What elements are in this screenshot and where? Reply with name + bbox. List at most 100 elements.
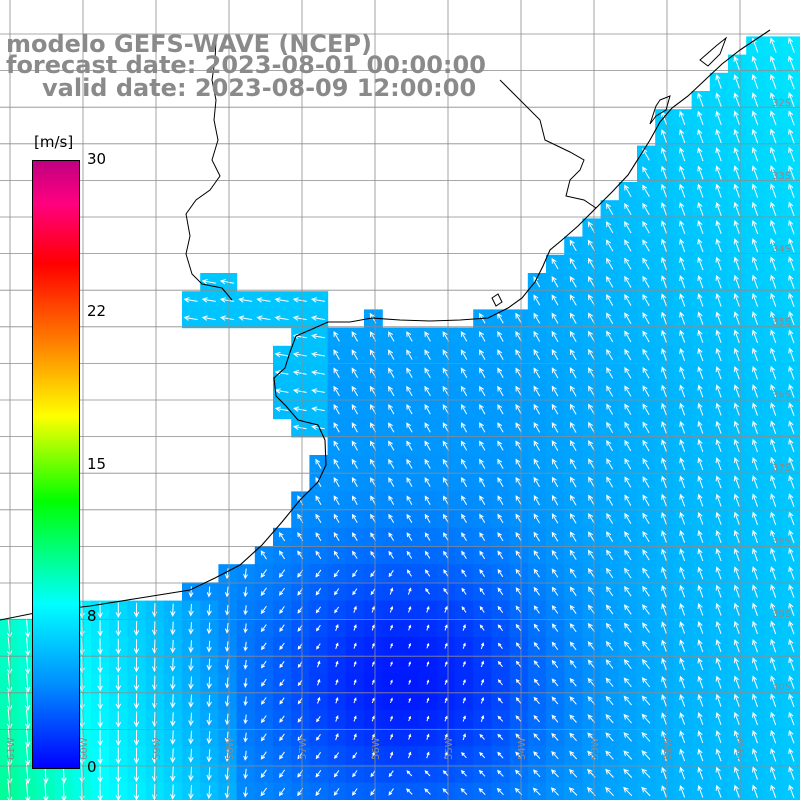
latitude-label: 40S [772,682,791,693]
wind-arrow [661,457,667,470]
wind-arrow [279,606,285,615]
wind-arrow [444,751,448,759]
wind-arrow [426,751,430,759]
wind-arrow [443,550,449,559]
wind-arrow [352,752,358,759]
colorbar-tick-0: 0 [87,758,97,776]
wind-arrow [351,331,359,342]
wind-arrow [770,201,777,217]
wind-arrow [788,511,795,526]
wind-arrow [642,148,650,161]
wind-arrow [333,513,340,524]
wind-arrow [279,661,285,669]
wind-arrow [733,457,740,471]
wind-arrow [733,384,740,398]
wind-arrow [515,513,522,524]
wind-arrow [497,476,504,487]
wind-arrow [133,639,140,655]
wind-arrow [352,770,358,778]
wind-arrow [406,513,413,523]
wind-arrow [606,458,614,470]
wind-arrow [188,694,194,708]
wind-arrow [551,605,559,614]
wind-arrow [292,351,307,358]
wind-arrow [642,348,650,361]
wind-arrow [424,550,431,559]
wind-arrow [569,385,577,397]
wind-arrow [605,713,614,724]
wind-arrow [551,330,559,342]
wind-arrow [533,367,541,379]
wind-arrow [133,711,140,728]
wind-arrow [569,604,577,614]
wind-arrow [733,128,740,144]
wind-arrow [317,678,321,686]
wind-arrow [788,675,795,689]
wind-arrow [661,766,667,780]
wind-arrow [661,493,667,507]
wind-arrow [460,770,467,777]
wind-arrow [641,731,651,742]
wind-arrow [515,458,522,469]
wind-arrow [352,569,358,578]
wind-arrow [641,695,651,706]
wind-arrow [788,73,795,90]
wind-arrow [661,730,667,743]
wind-arrow [569,239,577,252]
wind-arrow [333,770,340,778]
wind-arrow [752,584,758,598]
wind-arrow [588,421,595,433]
wind-arrow [715,548,722,562]
wind-arrow [697,366,704,380]
wind-arrow [533,294,541,306]
wind-arrow [679,493,686,507]
wind-arrow [389,733,393,740]
wind-arrow [715,438,722,452]
wind-arrow [788,383,795,398]
wind-arrow [243,678,248,688]
wind-arrow [752,566,758,580]
wind-arrow [697,621,704,634]
wind-arrow [24,637,31,657]
wind-arrow [641,658,651,670]
wind-arrow [661,675,667,689]
wind-arrow [733,639,740,653]
wind-arrow [715,420,722,434]
wind-arrow [679,256,686,271]
wind-arrow [679,748,686,762]
wind-arrow [388,367,395,379]
wind-arrow [587,604,595,615]
wind-arrow [315,624,321,632]
wind-arrow [292,297,307,303]
wind-arrow [733,365,740,380]
wind-arrow [788,329,795,344]
wind-arrow [515,440,522,451]
wind-arrow [551,294,559,306]
wind-arrow [426,642,430,649]
wind-arrow [333,532,340,542]
wind-arrow [115,711,122,728]
wind-arrow [279,697,285,705]
wind-arrow [624,330,632,343]
wind-arrow [788,529,795,544]
wind-arrow [533,714,540,723]
wind-arrow [623,677,632,688]
wind-arrow [605,622,614,633]
wind-arrow [278,787,286,797]
wind-arrow [390,661,393,667]
wind-arrow [443,532,449,541]
wind-arrow [697,657,704,671]
wind-arrow [788,438,795,453]
wind-arrow [351,440,358,451]
wind-arrow [188,766,194,782]
wind-arrow [479,385,486,397]
wind-arrow [769,146,777,162]
wind-arrow [461,495,468,506]
wind-arrow [188,603,194,617]
wind-arrow [353,642,357,649]
wind-arrow [697,675,704,689]
wind-arrow [715,402,722,416]
colorbar-tick-15: 15 [87,455,107,473]
wind-arrow [333,367,340,379]
wind-arrow [97,692,103,710]
